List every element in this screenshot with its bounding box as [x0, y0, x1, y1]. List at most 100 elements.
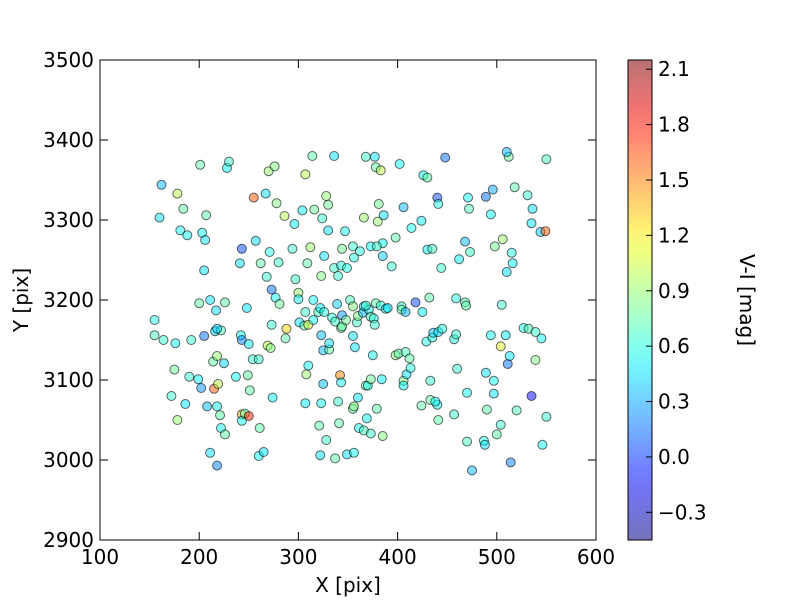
- scatter-point: [302, 258, 313, 269]
- scatter-point: [212, 351, 223, 361]
- scatter-point: [337, 243, 348, 254]
- scatter-point: [149, 315, 160, 325]
- scatter-point: [293, 294, 304, 305]
- scatter-point: [333, 271, 344, 281]
- scatter-point: [193, 374, 204, 385]
- scatter-point: [318, 379, 329, 389]
- scatter-point: [332, 299, 343, 309]
- scatter-point: [172, 415, 183, 425]
- scatter-point: [464, 203, 475, 214]
- scatter-point: [481, 404, 492, 415]
- scatter-point: [348, 447, 359, 458]
- scatter-point: [212, 460, 223, 471]
- y-tick-label: 3300: [43, 208, 94, 232]
- scatter-point: [264, 247, 275, 257]
- scatter-point: [504, 351, 515, 361]
- scatter-point: [348, 401, 359, 412]
- scatter-point: [178, 203, 189, 214]
- scatter-point: [170, 338, 181, 349]
- scatter-point: [417, 307, 428, 317]
- scatter-point: [427, 243, 438, 254]
- x-tick-label: 600: [577, 545, 615, 569]
- scatter-point: [301, 369, 312, 380]
- scatter-point: [360, 300, 371, 311]
- scatter-point: [319, 307, 330, 317]
- scatter-point: [377, 251, 388, 261]
- scatter-point: [480, 367, 491, 378]
- scatter-point: [341, 315, 352, 325]
- scatter-point: [194, 298, 205, 309]
- scatter-point: [501, 267, 512, 277]
- scatter-point: [289, 219, 300, 229]
- scatter-point: [307, 151, 318, 161]
- scatter-point: [530, 327, 541, 337]
- colorbar-tick-label: 0.0: [658, 445, 690, 469]
- scatter-point: [361, 413, 372, 424]
- scatter-point: [287, 243, 298, 254]
- scatter-point: [196, 383, 207, 393]
- scatter-point: [496, 299, 507, 310]
- scatter-point: [430, 396, 441, 407]
- scatter-point: [219, 297, 230, 308]
- scatter-point: [340, 226, 351, 237]
- scatter-point: [243, 411, 254, 421]
- scatter-point: [199, 265, 210, 276]
- x-tick-label: 200: [180, 545, 218, 569]
- scatter-point: [248, 192, 259, 203]
- scatter-point: [463, 192, 474, 203]
- x-tick-label: 300: [279, 545, 317, 569]
- scatter-point: [436, 263, 447, 273]
- scatter-point: [378, 210, 389, 221]
- colorbar-tick-label: 0.9: [658, 279, 690, 303]
- scatter-point: [500, 330, 511, 341]
- x-axis: 100 200 300 400 500 600: [81, 60, 615, 569]
- scatter-point: [522, 190, 533, 201]
- scatter-point: [172, 188, 183, 199]
- scatter-point: [271, 198, 282, 209]
- scatter-point: [273, 257, 284, 268]
- scatter-point: [244, 385, 255, 396]
- scatter-point: [258, 447, 269, 457]
- scatter-point: [347, 331, 358, 341]
- scatter-point: [376, 374, 387, 385]
- scatter-point: [255, 258, 266, 269]
- scatter-point: [433, 415, 444, 425]
- scatter-point: [300, 398, 311, 409]
- scatter-point: [495, 419, 506, 430]
- scatter-point: [212, 323, 223, 334]
- scatter-point: [347, 241, 358, 252]
- scatter-point: [253, 354, 264, 365]
- scatter-point: [158, 335, 169, 345]
- scatter-point: [373, 199, 384, 209]
- scatter-point: [201, 210, 212, 221]
- scatter-point: [334, 418, 345, 429]
- scatter-point: [250, 235, 261, 246]
- scatter-point: [526, 218, 537, 229]
- scatter-point: [281, 323, 292, 334]
- scatter-point: [261, 271, 272, 282]
- scatter-point: [323, 199, 334, 210]
- scatter-point: [316, 398, 327, 409]
- y-tick-label: 3200: [43, 288, 94, 312]
- scatter-point: [433, 199, 444, 209]
- scatter-point: [280, 333, 291, 344]
- scatter-point: [489, 241, 500, 252]
- scatter-point: [202, 401, 213, 412]
- colorbar-ticks: −0.3 0.0 0.3 0.6 0.9 1.2 1.5 1.8 2.1: [646, 57, 707, 524]
- scatter-point: [509, 182, 520, 193]
- colorbar-tick-label: 1.8: [658, 113, 690, 137]
- scatter-point: [485, 330, 496, 341]
- x-tick-label: 500: [478, 545, 516, 569]
- scatter-point: [212, 401, 223, 412]
- scatter-point: [319, 251, 330, 261]
- scatter-point: [254, 423, 265, 433]
- scatter-point: [329, 151, 340, 161]
- y-axis-label: Y [pix]: [9, 268, 33, 333]
- scatter-point: [234, 258, 245, 269]
- scatter-point: [372, 216, 383, 227]
- scatter-point: [398, 202, 409, 213]
- scatter-point: [536, 333, 547, 344]
- scatter-point: [316, 271, 327, 281]
- scatter-point: [266, 284, 277, 295]
- scatter-point: [348, 252, 359, 263]
